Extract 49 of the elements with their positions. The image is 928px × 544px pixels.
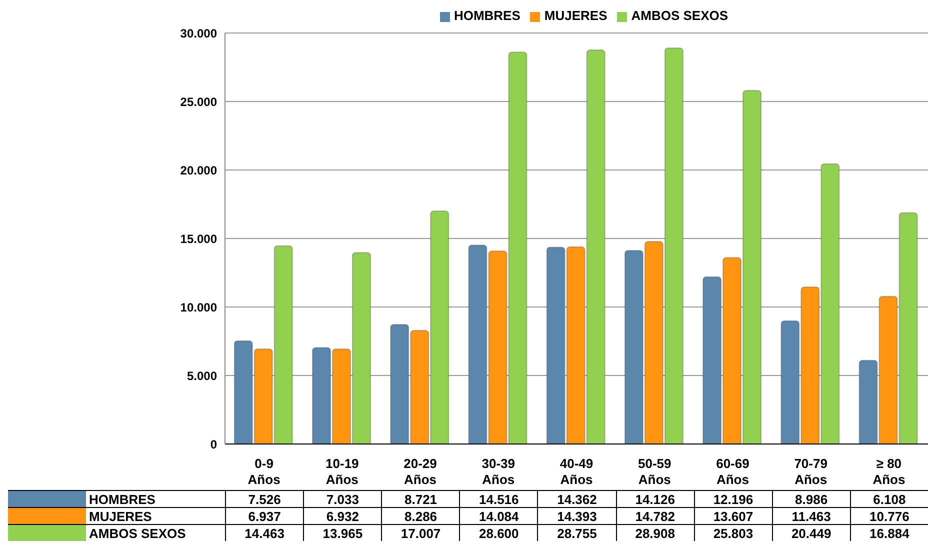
x-tick-label: 60-69 Años [716,456,750,487]
x-tick-label: 50-59 Años [638,456,672,487]
data-label: 28.600 [459,524,538,541]
text: HOMBRES [89,492,156,507]
y-tick-label: 25.000 [180,94,218,109]
y-tick-label: 30.000 [180,26,218,40]
data-label: 14.084 [459,507,538,524]
x-tick-label: 30-39 Años [482,456,516,487]
data-label: 12.196 [694,490,772,507]
data-label: 14.463 [225,524,304,541]
data-label: 10.776 [850,507,928,524]
data-label: 8.286 [381,507,460,524]
data-label: 7.526 [225,490,304,507]
data-label: 6.932 [303,507,382,524]
legend-label: MUJERES [544,8,608,23]
y-tick-label: 20.000 [180,163,218,178]
y-tick-label: 15.000 [180,232,218,246]
x-tick-label: 10-19 Años [326,456,359,487]
legend-label: AMBOS SEXOS [631,8,728,23]
data-label: 14.126 [616,490,694,507]
y-tick-label: 10.000 [180,300,218,314]
data-label: 25.803 [694,524,772,541]
data-label: 14.516 [459,490,538,507]
data-label: 13.607 [694,507,772,524]
data-label: 28.755 [537,524,616,541]
data-label: 20.449 [772,524,850,541]
data-label: 6.108 [850,490,928,507]
y-tick-label: 5.000 [186,368,218,383]
data-label: 6.937 [225,507,304,524]
x-tick-label: ≥ 80 Años [872,456,906,487]
data-label: 13.965 [303,524,382,541]
data-label: 11.463 [772,507,850,524]
text: AMBOS SEXOS [89,526,186,541]
data-label: 14.393 [537,507,616,524]
data-label: 8.986 [772,490,850,507]
x-tick-label: 40-49 Años [560,456,594,487]
data-label: 8.721 [381,490,460,507]
y-tick-label: 0 [210,437,218,452]
text: MUJERES [89,509,152,524]
data-label: 14.782 [616,507,694,524]
data-label: 7.033 [303,490,382,507]
data-label: 16.884 [850,524,928,541]
data-label: 28.908 [616,524,694,541]
data-label: 14.362 [537,490,616,507]
x-tick-label: 0-9 Años [248,456,280,487]
legend-label: HOMBRES [454,8,520,23]
x-tick-label: 20-29 Años [404,456,437,487]
data-label: 17.007 [381,524,460,541]
x-tick-label: 70-79 Años [794,456,828,487]
